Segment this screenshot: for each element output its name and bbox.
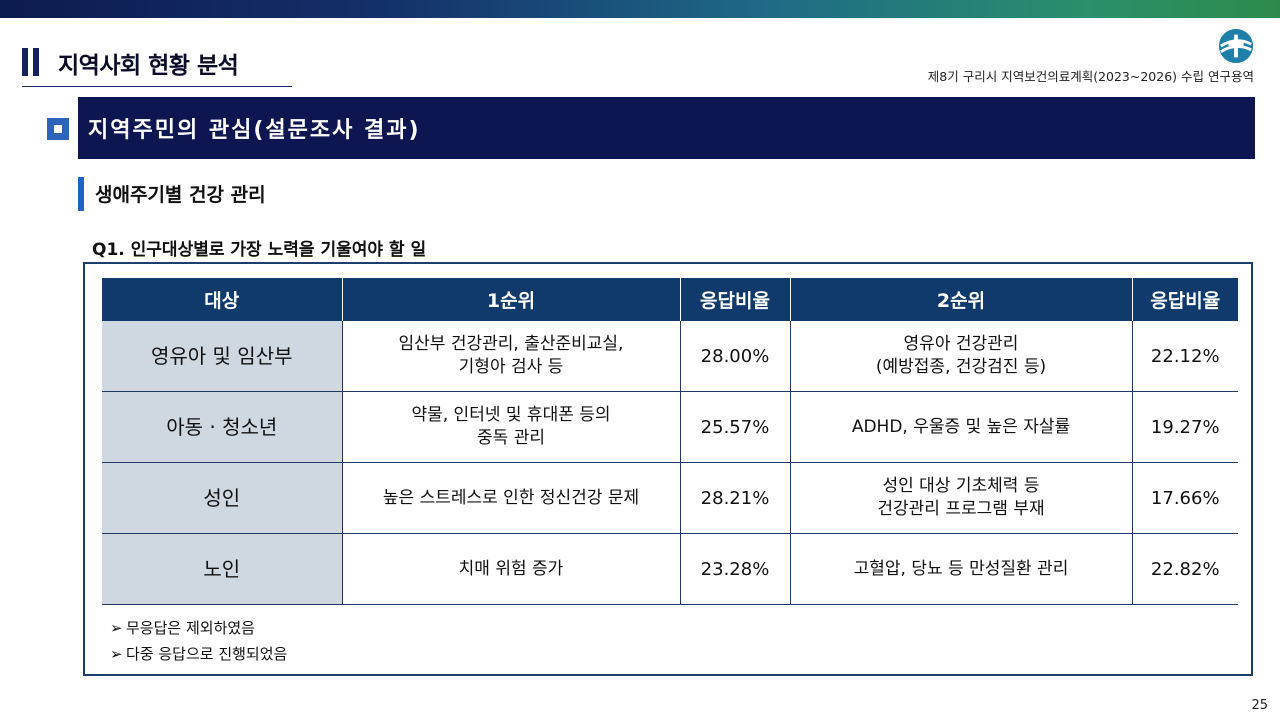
page-title: 지역사회 현황 분석 <box>58 53 239 79</box>
target-cell: 노인 <box>102 533 342 605</box>
note-item: ➢ 다중 응답으로 진행되었음 <box>110 644 287 670</box>
sub-heading-bar <box>78 177 84 211</box>
target-cell: 영유아 및 임산부 <box>102 321 342 392</box>
arrow-bullet-icon: ➢ <box>110 619 123 637</box>
rank2-ratio-cell: 17.66% <box>1131 462 1238 534</box>
note-text: 무응답은 제외하였음 <box>126 619 255 637</box>
target-cell: 성인 <box>102 462 342 534</box>
arrow-bullet-icon: ➢ <box>110 645 123 663</box>
notes: ➢ 무응답은 제외하였음 ➢ 다중 응답으로 진행되었음 <box>110 618 287 670</box>
page-number: 25 <box>1251 698 1268 713</box>
header-rank2-ratio: 응답비율 <box>1131 278 1238 321</box>
title-bars-icon <box>22 48 40 76</box>
note-item: ➢ 무응답은 제외하였음 <box>110 618 287 644</box>
rank1-ratio-cell: 28.21% <box>679 462 790 534</box>
page-title-block: 지역사회 현황 분석 <box>22 40 292 87</box>
rank1-cell: 높은 스트레스로 인한 정신건강 문제 <box>341 462 680 534</box>
document-subtitle: 제8기 구리시 지역보건의료계획(2023~2026) 수립 연구용역 <box>927 69 1254 84</box>
header-rank1-ratio: 응답비율 <box>679 278 790 321</box>
section-square-icon <box>47 118 69 140</box>
rank2-ratio-cell: 22.82% <box>1131 533 1238 605</box>
sub-heading: 생애주기별 건강 관리 <box>95 184 266 206</box>
rank1-cell: 치매 위험 증가 <box>341 533 680 605</box>
table-header-row: 대상 1순위 응답비율 2순위 응답비율 <box>102 278 1238 321</box>
rank1-ratio-cell: 25.57% <box>679 391 790 463</box>
question-title: Q1. 인구대상별로 가장 노력을 기울여야 할 일 <box>92 240 427 260</box>
header-rank1: 1순위 <box>341 278 680 321</box>
table-row: 성인 높은 스트레스로 인한 정신건강 문제 28.21% 성인 대상 기초체력… <box>102 462 1238 534</box>
note-text: 다중 응답으로 진행되었음 <box>126 645 288 663</box>
table-row: 아동 · 청소년 약물, 인터넷 및 휴대폰 등의 중독 관리 25.57% A… <box>102 391 1238 463</box>
section-banner-title: 지역주민의 관심(설문조사 결과) <box>88 118 421 143</box>
section-banner: 지역주민의 관심(설문조사 결과) <box>78 97 1255 159</box>
target-cell: 아동 · 청소년 <box>102 391 342 463</box>
top-gradient-bar <box>0 0 1280 18</box>
rank1-cell: 임산부 건강관리, 출산준비교실, 기형아 검사 등 <box>341 321 680 392</box>
rank2-ratio-cell: 22.12% <box>1131 321 1238 392</box>
rank1-ratio-cell: 28.00% <box>679 321 790 392</box>
header-rank2: 2순위 <box>789 278 1132 321</box>
rank2-cell: ADHD, 우울증 및 높은 자살률 <box>789 391 1132 463</box>
rank2-cell: 영유아 건강관리 (예방접종, 건강검진 등) <box>789 321 1132 392</box>
rank1-ratio-cell: 23.28% <box>679 533 790 605</box>
rank2-cell: 고혈압, 당뇨 등 만성질환 관리 <box>789 533 1132 605</box>
city-logo-icon <box>1218 28 1254 64</box>
rank1-cell: 약물, 인터넷 및 휴대폰 등의 중독 관리 <box>341 391 680 463</box>
content-frame <box>83 262 1253 676</box>
rank2-cell: 성인 대상 기초체력 등 건강관리 프로그램 부재 <box>789 462 1132 534</box>
header-target: 대상 <box>102 278 342 321</box>
rank2-ratio-cell: 19.27% <box>1131 391 1238 463</box>
table-row: 영유아 및 임산부 임산부 건강관리, 출산준비교실, 기형아 검사 등 28.… <box>102 321 1238 392</box>
survey-table: 대상 1순위 응답비율 2순위 응답비율 영유아 및 임산부 임산부 건강관리,… <box>102 278 1238 605</box>
table-row: 노인 치매 위험 증가 23.28% 고혈압, 당뇨 등 만성질환 관리 22.… <box>102 533 1238 605</box>
